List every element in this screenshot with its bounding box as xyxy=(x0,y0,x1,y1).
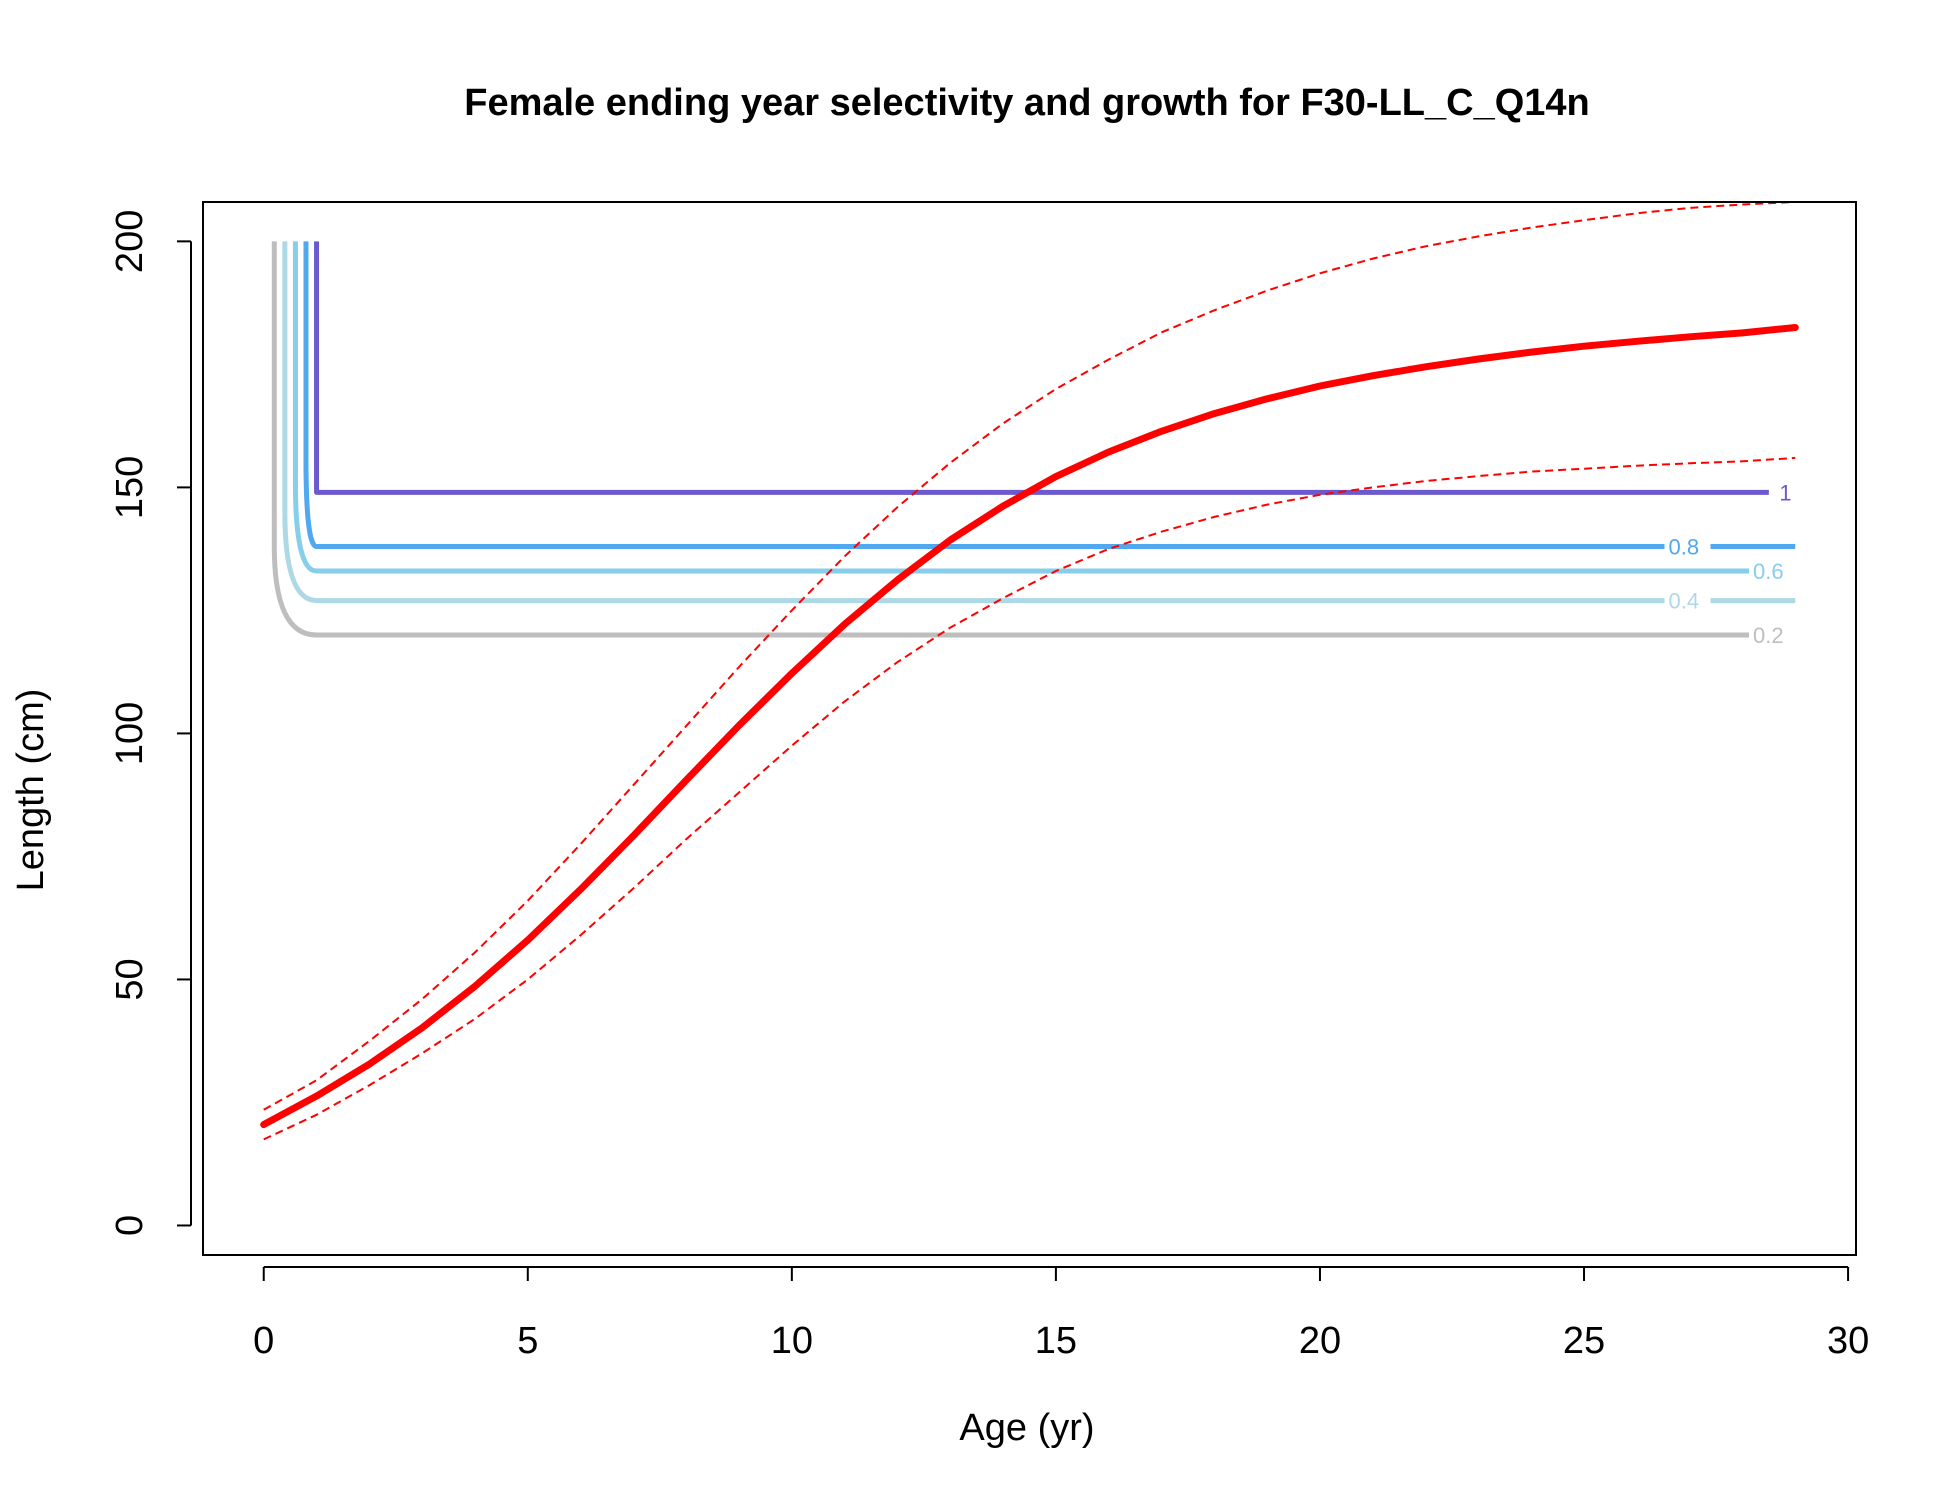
y-tick-label-0: 0 xyxy=(109,1215,151,1236)
contour-label-0_6: 0.6 xyxy=(1753,559,1784,584)
plot-frame xyxy=(202,201,1857,1256)
y-tick-label-200: 200 xyxy=(109,210,151,273)
x-tick-label-20: 20 xyxy=(1299,1320,1341,1362)
x-tick-label-15: 15 xyxy=(1035,1320,1077,1362)
x-axis: 0 5 10 15 20 25 30 xyxy=(253,1266,1869,1362)
x-tick-label-5: 5 xyxy=(517,1320,538,1362)
growth-mean-curve xyxy=(260,324,1799,1129)
growth-upper-interval xyxy=(263,202,1796,1111)
x-tick-label-25: 25 xyxy=(1563,1320,1605,1362)
selectivity-contour-0_8 xyxy=(303,241,1665,549)
y-axis: 0 50 100 150 200 xyxy=(109,210,192,1236)
y-tick-label-150: 150 xyxy=(109,456,151,519)
selectivity-contour-1 xyxy=(314,241,1769,495)
contour-label-0_4: 0.4 xyxy=(1669,589,1700,614)
plot-area: 0.2 0.4 0.6 0.8 1 xyxy=(260,202,1799,1141)
contour-label-0_2: 0.2 xyxy=(1753,623,1784,648)
selectivity-contour-0_6 xyxy=(292,241,1750,574)
y-axis-label: Length (cm) xyxy=(10,689,52,892)
selectivity-contour-0_2 xyxy=(271,241,1750,638)
contour-label-0_8: 0.8 xyxy=(1669,534,1700,559)
contour-label-1: 1 xyxy=(1779,480,1791,505)
chart-title: Female ending year selectivity and growt… xyxy=(464,82,1590,124)
selectivity-contour-0_4 xyxy=(282,241,1665,604)
y-tick-label-100: 100 xyxy=(109,702,151,765)
y-tick-label-50: 50 xyxy=(109,958,151,1000)
x-tick-label-0: 0 xyxy=(253,1320,274,1362)
x-tick-label-30: 30 xyxy=(1827,1320,1869,1362)
growth-lower-interval xyxy=(263,456,1796,1141)
x-tick-label-10: 10 xyxy=(771,1320,813,1362)
x-axis-label: Age (yr) xyxy=(959,1407,1094,1449)
